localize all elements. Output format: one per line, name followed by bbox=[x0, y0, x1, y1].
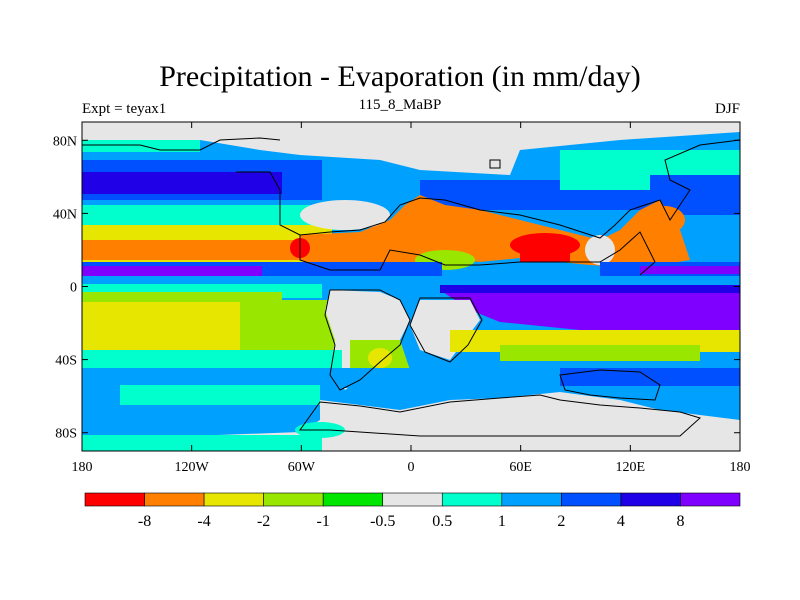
x-axis: 180 120W 60W 0 60E 120E 180 bbox=[72, 122, 751, 475]
field-layer bbox=[82, 122, 740, 451]
colorbar-swatch bbox=[203, 492, 264, 507]
y-tick-label: 80S bbox=[55, 427, 77, 442]
colorbar-label: -8 bbox=[138, 513, 151, 530]
x-tick-label: 120E bbox=[616, 460, 646, 475]
colorbar-swatch bbox=[84, 492, 145, 507]
map-title: Precipitation - Evaporation (in mm/day) bbox=[159, 60, 641, 93]
colorbar-label: 2 bbox=[557, 513, 565, 530]
colorbar-swatch bbox=[501, 492, 562, 507]
colorbar-swatch bbox=[263, 492, 324, 507]
y-tick-label: 40N bbox=[53, 207, 77, 222]
colorbar-label: -2 bbox=[257, 513, 270, 530]
x-tick-label: 180 bbox=[730, 460, 751, 475]
experiment-label: Expt = teyax1 bbox=[82, 101, 167, 117]
colorbar-label: 1 bbox=[498, 513, 506, 530]
period-label: 115_8_MaBP bbox=[358, 97, 442, 113]
colorbar-label: 0.5 bbox=[432, 513, 452, 530]
y-tick-label: 40S bbox=[55, 354, 77, 369]
season-label: DJF bbox=[714, 101, 740, 117]
colorbar-swatch bbox=[382, 492, 443, 507]
colorbar-swatch bbox=[680, 492, 741, 507]
colorbar-swatch bbox=[441, 492, 503, 507]
x-tick-label: 60E bbox=[509, 460, 532, 475]
y-tick-label: 0 bbox=[70, 281, 77, 296]
coastline-layer bbox=[82, 137, 740, 437]
colorbar-swatch bbox=[561, 492, 622, 507]
colorbar-swatch bbox=[620, 492, 681, 507]
colorbar: -8 -4 -2 -1 -0.5 0.5 1 2 4 8 bbox=[84, 492, 741, 530]
colorbar-label: 8 bbox=[676, 513, 684, 530]
x-tick-label: 0 bbox=[408, 460, 415, 475]
colorbar-label: -1 bbox=[317, 513, 330, 530]
y-axis: 80N 40N 0 40S 80S bbox=[53, 134, 740, 442]
x-tick-label: 120W bbox=[175, 460, 210, 475]
colorbar-label: -4 bbox=[197, 513, 210, 530]
x-tick-label: 60W bbox=[288, 460, 316, 475]
colorbar-label: 4 bbox=[617, 513, 625, 530]
colorbar-label: -0.5 bbox=[370, 513, 395, 530]
colorbar-swatch bbox=[322, 492, 384, 507]
colorbar-swatch bbox=[144, 492, 205, 507]
x-tick-label: 180 bbox=[72, 460, 93, 475]
y-tick-label: 80N bbox=[53, 134, 77, 149]
